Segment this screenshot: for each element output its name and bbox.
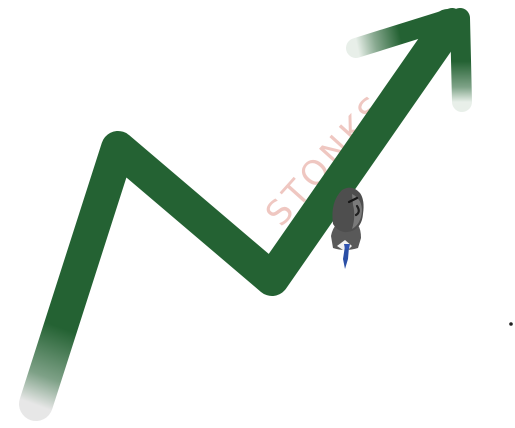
figure-tie-knot (344, 244, 350, 249)
figure-eye (347, 196, 359, 204)
figure-tie (343, 246, 349, 269)
arrowhead-right-icon (450, 8, 472, 112)
stonks-man-icon (331, 187, 364, 269)
figure-nose (354, 204, 360, 217)
dot-icon (509, 322, 513, 326)
figure-face-shade (352, 194, 362, 229)
arrowhead-left-icon (346, 8, 462, 58)
rising-arrow-icon (19, 9, 465, 421)
